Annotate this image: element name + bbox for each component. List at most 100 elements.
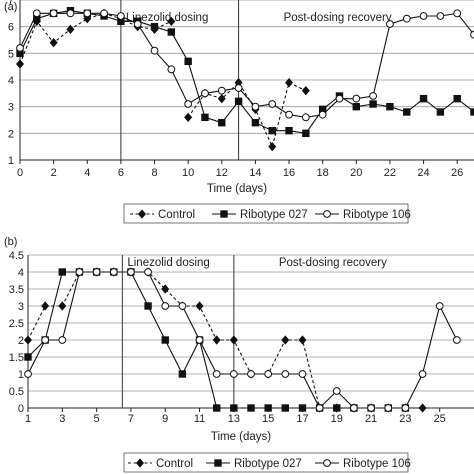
data-point-ribotype-106 [401,404,410,412]
data-point-ribotype-027 [230,404,238,412]
x-tick-label: 2 [51,167,57,179]
data-point-control [195,301,204,311]
data-point-ribotype-106 [41,336,50,344]
data-point-ribotype-027 [247,404,255,412]
data-point-ribotype-106 [195,336,204,344]
legend-entry-ribotype-106: Ribotype 106 [343,458,411,470]
data-point-ribotype-106 [268,100,277,108]
data-point-ribotype-106 [264,370,273,378]
data-point-ribotype-106 [229,370,238,378]
data-point-ribotype-106 [150,46,159,55]
data-point-ribotype-027 [281,404,290,412]
y-tick-label: 2 [18,335,24,347]
data-point-ribotype-106 [350,404,358,412]
x-tick-label: 15 [262,413,274,425]
data-point-control [301,86,310,96]
data-point-ribotype-106 [92,268,101,276]
panel-label: (b) [4,236,17,248]
series-line-ribotype-027 [19,10,474,134]
y-tick-label: 0.5 [9,386,24,398]
data-point-ribotype-027 [144,302,152,310]
data-point-ribotype-027 [285,126,293,135]
y-tick-label: 7 [8,0,14,7]
x-tick-label: 18 [317,167,329,179]
data-point-ribotype-106 [452,336,461,344]
data-point-ribotype-027 [24,353,32,361]
data-point-ribotype-106 [161,302,170,310]
data-point-ribotype-027 [352,102,360,111]
data-point-ribotype-106 [201,89,209,98]
legend-marker-control [138,209,146,219]
data-point-ribotype-106 [251,102,260,111]
data-point-ribotype-106 [75,268,84,276]
data-point-ribotype-106 [352,94,361,103]
y-tick-label: 2 [8,128,14,140]
x-tick-label: 4 [84,167,90,179]
legend-marker-ribotype-106 [323,210,331,218]
x-tick-label: 24 [417,167,429,179]
data-point-ribotype-027 [201,113,209,122]
data-point-ribotype-027 [403,108,411,116]
data-point-ribotype-027 [218,118,226,127]
x-tick-label: 10 [182,167,194,179]
data-point-ribotype-106 [116,12,125,20]
x-tick-label: 3 [59,413,65,425]
x-tick-label: 0 [17,167,23,179]
x-tick-label: 8 [151,167,157,179]
data-point-control [285,78,294,88]
series-line-ribotype-106 [19,12,474,118]
legend-marker-control [136,458,144,468]
data-point-ribotype-106 [66,9,75,18]
data-point-ribotype-106 [285,110,293,119]
phase-label-recovery: Post-dosing recovery [284,12,392,24]
legend-entry-ribotype-027: Ribotype 027 [234,458,302,470]
data-point-ribotype-106 [369,92,378,100]
data-point-ribotype-106 [315,404,324,412]
x-tick-label: 23 [399,413,411,425]
y-tick-label: 3.5 [9,284,24,296]
data-point-ribotype-106 [435,302,444,310]
x-tick-label: 9 [162,413,168,425]
data-point-ribotype-106 [470,30,474,39]
data-point-ribotype-027 [386,102,394,111]
x-tick-label: 12 [216,167,228,179]
x-tick-label: 5 [94,413,100,425]
data-point-ribotype-106 [298,370,307,378]
legend-entry-ribotype-106: Ribotype 106 [343,209,411,221]
data-point-ribotype-106 [234,84,243,92]
data-point-ribotype-106 [58,336,67,344]
x-tick-label: 25 [434,413,446,425]
x-tick-label: 21 [365,413,377,425]
data-point-ribotype-106 [178,302,187,310]
data-point-ribotype-106 [247,370,255,378]
data-point-ribotype-106 [133,20,142,28]
legend-entry-control: Control [158,209,195,221]
y-tick-label: 4 [8,75,14,87]
data-point-ribotype-106 [49,9,58,18]
x-tick-label: 22 [384,167,396,179]
legend-entry-ribotype-027: Ribotype 027 [240,209,308,221]
data-point-ribotype-027 [234,97,243,106]
y-tick-label: 1.5 [9,352,24,364]
y-tick-label: 2.5 [9,318,24,330]
y-tick-label: 3 [18,301,24,313]
data-point-control [184,112,193,122]
data-point-ribotype-106 [332,387,341,395]
data-point-control [58,301,67,311]
data-point-ribotype-106 [109,268,118,276]
legend-marker-ribotype-027 [214,459,222,467]
x-tick-label: 19 [331,413,343,425]
data-point-ribotype-027 [264,404,272,412]
data-point-control [212,335,221,345]
data-point-control [268,142,277,152]
phase-label-recovery: Post-dosing recovery [279,257,387,269]
data-point-ribotype-027 [302,129,310,138]
phase-label-dosing: Linezolid dosing [126,12,208,24]
data-point-ribotype-106 [453,9,462,18]
y-tick-label: 1 [8,155,14,167]
data-point-ribotype-106 [419,12,428,20]
x-tick-label: 13 [228,413,240,425]
data-point-ribotype-106 [384,404,393,412]
